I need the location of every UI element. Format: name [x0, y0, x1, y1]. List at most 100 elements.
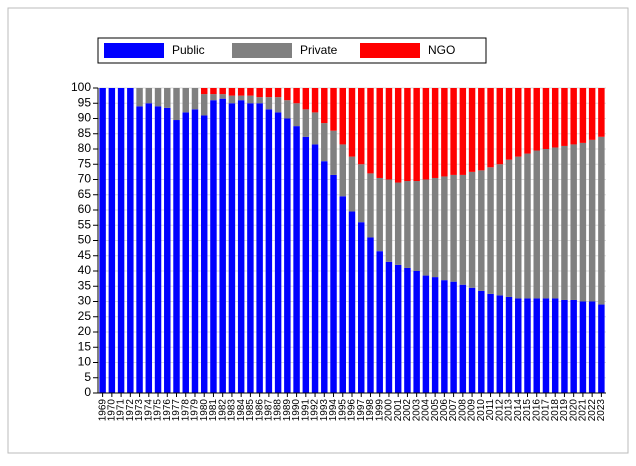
bar-segment: [302, 136, 310, 394]
x-tick-label: 1974: [143, 399, 154, 422]
bar-segment: [348, 88, 356, 157]
bar-segment: [274, 97, 282, 113]
bar-segment: [367, 173, 374, 238]
bar-segment: [237, 95, 245, 101]
bar-segment: [579, 301, 587, 393]
bar-segment: [533, 298, 540, 393]
y-tick-label: 80: [78, 141, 92, 155]
x-tick-label: 2008: [457, 399, 468, 422]
bar-segment: [210, 94, 217, 101]
y-tick-label: 10: [78, 355, 92, 369]
bar-segment: [256, 88, 263, 98]
bar-segment: [459, 88, 467, 175]
bar-segment: [431, 177, 439, 278]
y-tick-label: 50: [78, 233, 92, 247]
x-tick-label: 2013: [504, 399, 515, 422]
bar-segment: [598, 88, 605, 137]
bar-segment: [542, 149, 550, 299]
bar-segment: [284, 100, 291, 119]
y-tick-label: 75: [78, 156, 92, 170]
legend-label: NGO: [428, 43, 455, 57]
bar-segment: [321, 123, 328, 162]
bar-segment: [182, 88, 189, 113]
x-tick-label: 2003: [411, 399, 422, 422]
bar-segment: [228, 103, 236, 393]
x-tick-label: 1978: [180, 399, 191, 422]
x-tick-label: 1985: [245, 399, 256, 422]
legend-swatch: [104, 43, 164, 58]
x-tick-label: 2012: [494, 399, 505, 422]
bar-segment: [496, 88, 504, 165]
bar-segment: [219, 98, 226, 394]
bar-segment: [431, 277, 439, 393]
x-tick-label: 1983: [227, 399, 238, 422]
y-tick-label: 100: [71, 80, 91, 94]
bar-segment: [237, 100, 245, 393]
bar-segment: [293, 126, 300, 393]
bar-segment: [524, 298, 531, 393]
bar-segment: [293, 103, 300, 127]
bar-segment: [505, 296, 513, 393]
bar-segment: [441, 280, 448, 393]
bar-segment: [459, 174, 467, 285]
bar-segment: [191, 88, 199, 110]
bar-segment: [228, 95, 236, 104]
bar-segment: [311, 88, 319, 113]
x-tick-label: 2022: [587, 399, 598, 422]
x-tick-label: 1981: [208, 399, 219, 422]
bar-segment: [228, 88, 236, 96]
bar-segment: [99, 88, 106, 393]
bar-segment: [173, 120, 180, 394]
bar-segment: [524, 88, 531, 154]
y-tick-label: 40: [78, 263, 92, 277]
bar-segment: [321, 88, 328, 124]
bar-segment: [182, 112, 189, 394]
bar-segment: [293, 88, 300, 104]
bar-segment: [367, 88, 374, 174]
x-tick-label: 2021: [578, 399, 589, 422]
x-tick-label: 1979: [190, 399, 201, 422]
x-tick-label: 2011: [485, 399, 496, 421]
bar-segment: [561, 145, 568, 300]
bar-segment: [136, 88, 143, 107]
bar-segment: [164, 88, 171, 108]
bar-segment: [348, 211, 356, 393]
bar-segment: [505, 88, 513, 160]
bar-segment: [339, 144, 346, 197]
x-tick-label: 1969: [97, 399, 108, 422]
bar-segment: [219, 88, 226, 95]
bar-segment: [256, 103, 263, 393]
legend-swatch: [360, 43, 420, 58]
bar-segment: [247, 88, 254, 96]
x-tick-label: 1976: [162, 399, 173, 422]
bar-segment: [265, 109, 273, 393]
x-tick-label: 1996: [347, 399, 358, 422]
x-tick-label: 1999: [374, 399, 385, 422]
bar-segment: [450, 88, 457, 175]
x-tick-label: 2002: [402, 399, 413, 422]
bar-segment: [274, 112, 282, 394]
y-tick-label: 0: [84, 385, 91, 399]
x-tick-label: 1998: [365, 399, 376, 422]
bar-segment: [515, 298, 522, 393]
legend-swatch: [232, 43, 292, 58]
bar-segment: [468, 88, 476, 172]
bar-segment: [117, 88, 125, 393]
bar-segment: [358, 164, 365, 223]
x-tick-label: 1989: [282, 399, 293, 422]
bar-segment: [478, 290, 485, 393]
bar-segment: [376, 177, 383, 252]
bar-segment: [579, 142, 587, 302]
bar-segment: [598, 136, 605, 305]
bar-segment: [422, 275, 430, 393]
legend-label: Public: [172, 43, 205, 57]
bar-segment: [385, 261, 393, 393]
y-tick-label: 30: [78, 294, 92, 308]
y-tick-label: 60: [78, 202, 92, 216]
bar-segment: [321, 161, 328, 393]
x-tick-label: 1986: [254, 399, 265, 422]
bar-segment: [496, 295, 504, 393]
x-tick-label: 1987: [264, 399, 275, 422]
bar-segment: [515, 156, 522, 299]
x-tick-label: 1970: [106, 399, 117, 422]
